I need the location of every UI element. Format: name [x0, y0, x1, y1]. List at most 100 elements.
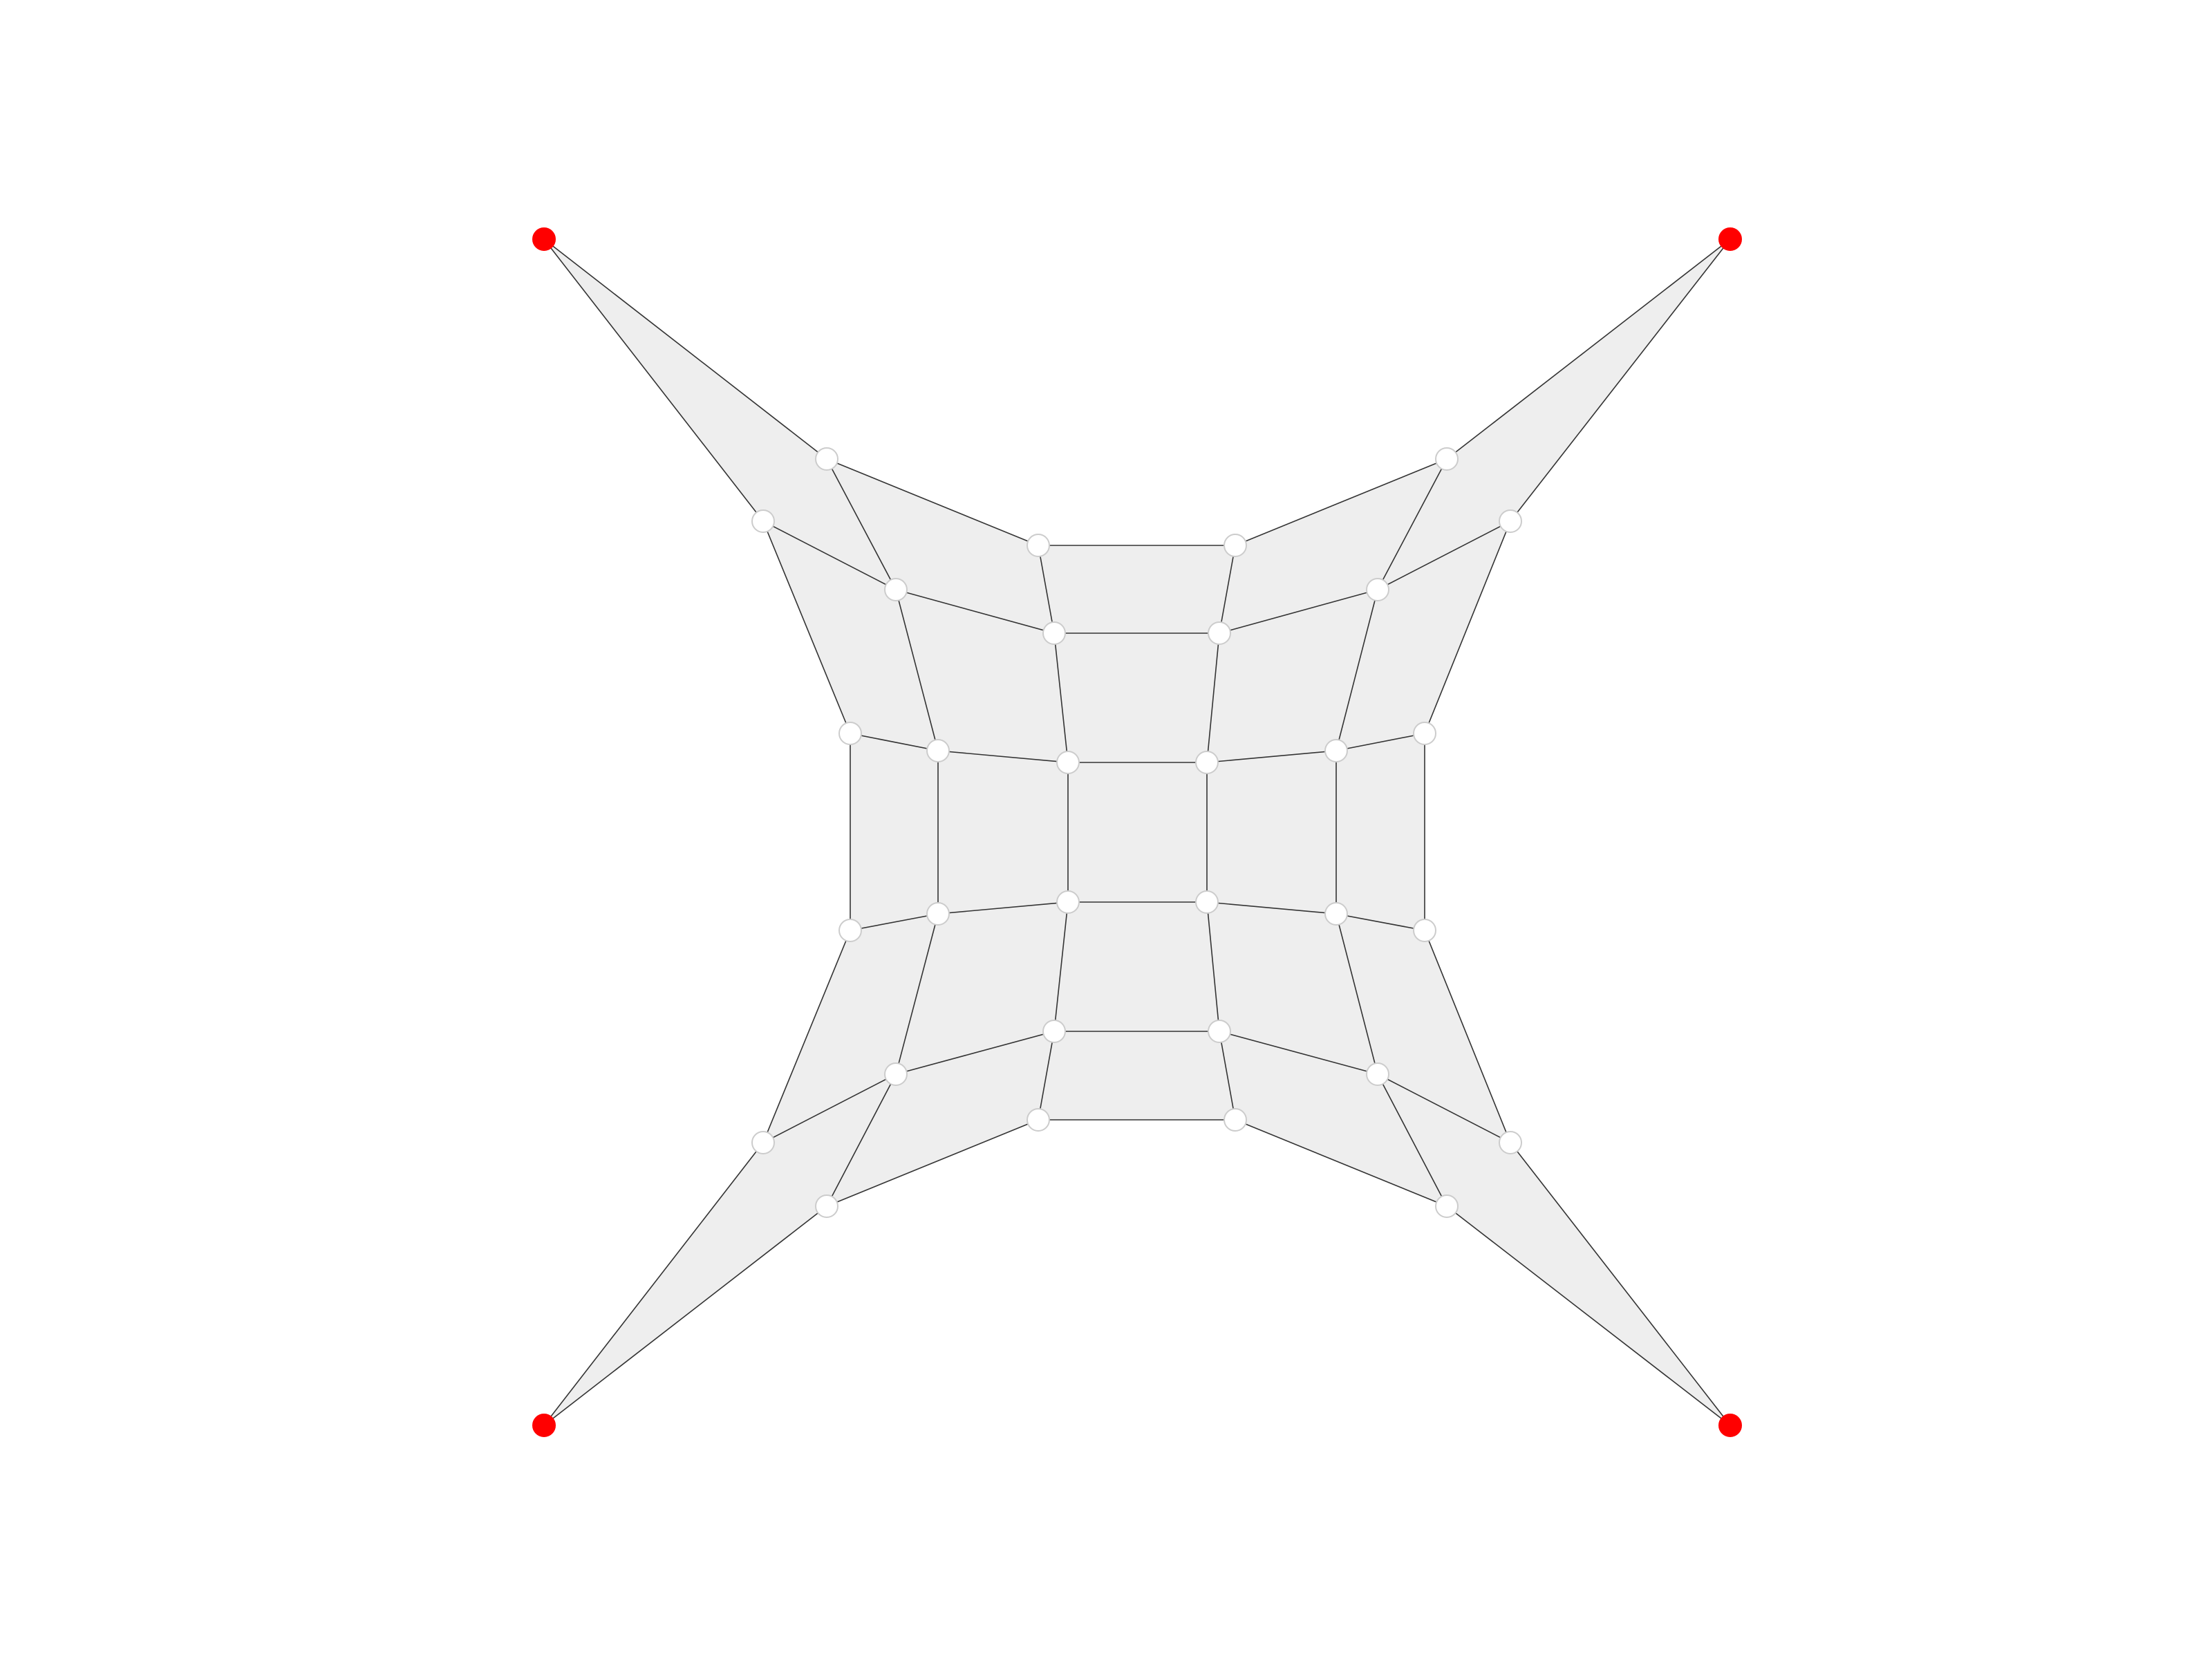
mesh-vertex[interactable] — [815, 447, 838, 471]
mesh-edge — [1219, 545, 1236, 634]
mesh-edge — [937, 901, 1069, 915]
mesh-vertex[interactable] — [1056, 751, 1080, 774]
mesh-edge — [1446, 1206, 1731, 1426]
mesh-vertex[interactable] — [884, 578, 908, 601]
mesh-vertex[interactable] — [1027, 1108, 1050, 1132]
mesh-edge — [826, 458, 897, 590]
mesh-edge — [543, 238, 764, 522]
mesh-vertex[interactable] — [1027, 534, 1050, 557]
mesh-edge — [1235, 458, 1447, 546]
mesh-vertex[interactable] — [1056, 890, 1080, 914]
anchor-vertex[interactable] — [1718, 227, 1742, 251]
mesh-face — [1067, 762, 1208, 903]
mesh-edge — [826, 1074, 897, 1207]
mesh-edge — [850, 733, 939, 751]
mesh-edge — [826, 1119, 1039, 1207]
mesh-face — [1038, 1031, 1236, 1121]
mesh-vertex[interactable] — [1435, 1194, 1459, 1218]
mesh-faces — [543, 238, 1731, 1426]
mesh-edge — [1206, 750, 1337, 763]
mesh-vertex[interactable] — [1499, 509, 1522, 533]
mesh-edge — [1219, 1031, 1378, 1075]
mesh-edge — [850, 913, 939, 931]
mesh-vertex[interactable] — [926, 739, 950, 762]
mesh-face — [1335, 733, 1425, 931]
mesh-edge — [826, 458, 1039, 546]
mesh-vertex[interactable] — [1366, 578, 1389, 601]
mesh-face — [1376, 238, 1731, 591]
mesh-vertex[interactable] — [926, 902, 950, 926]
mesh-edge — [1335, 733, 1425, 751]
mesh-edge — [895, 589, 939, 751]
mesh-face — [850, 733, 939, 931]
mesh-edge — [1377, 1074, 1511, 1143]
mesh-vertex[interactable] — [1413, 722, 1436, 745]
mesh-edge — [1038, 545, 1055, 634]
mesh-vertex[interactable] — [838, 919, 862, 942]
mesh-face — [1038, 545, 1236, 634]
mesh-edge — [762, 1074, 897, 1143]
mesh-edge — [1038, 1031, 1055, 1121]
mesh-face — [1206, 750, 1337, 915]
mesh-edge — [1053, 632, 1069, 763]
mesh-vertex[interactable] — [1195, 890, 1219, 914]
mesh-edge — [1206, 901, 1220, 1032]
anchor-vertex[interactable] — [1718, 1414, 1742, 1437]
mesh-face — [543, 238, 897, 591]
mesh-edge — [1510, 238, 1731, 522]
mesh-edge — [762, 521, 851, 734]
mesh-edge — [1377, 1074, 1447, 1207]
mesh-edge — [895, 1031, 1055, 1075]
mesh-vertices — [532, 227, 1742, 1437]
mesh-vertex[interactable] — [838, 722, 862, 745]
mesh-edge — [762, 930, 851, 1143]
mesh-edge — [1053, 901, 1069, 1032]
mesh-edges — [543, 238, 1731, 1426]
mesh-edge — [937, 750, 1069, 763]
mesh-edge — [1424, 930, 1511, 1143]
mesh-vertex[interactable] — [751, 509, 775, 533]
mesh-vertex[interactable] — [1324, 739, 1348, 762]
mesh-face — [1376, 1073, 1731, 1426]
mesh-edge — [543, 1142, 764, 1426]
mesh-face — [1053, 901, 1220, 1032]
mesh-vertex[interactable] — [1224, 534, 1247, 557]
mesh-vertex[interactable] — [751, 1131, 775, 1154]
mesh-edge — [895, 589, 1055, 634]
mesh-edge — [1206, 632, 1220, 763]
mesh-vertex[interactable] — [815, 1194, 838, 1218]
mesh-face — [543, 1073, 897, 1426]
mesh-vertex[interactable] — [1208, 621, 1231, 645]
mesh-face — [937, 750, 1069, 915]
mesh-vertex[interactable] — [884, 1062, 908, 1086]
mesh-vertex[interactable] — [1042, 621, 1066, 645]
mesh-edge — [1219, 589, 1378, 634]
mesh-edge — [1206, 901, 1337, 915]
mesh-vertex[interactable] — [1324, 902, 1348, 926]
mesh-edge — [1335, 589, 1378, 751]
mesh-edge — [1335, 913, 1425, 931]
mesh-edge — [1377, 521, 1511, 590]
mesh-edge — [1424, 521, 1511, 734]
anchor-vertex[interactable] — [532, 1414, 556, 1437]
mesh-vertex[interactable] — [1499, 1131, 1522, 1154]
mesh-edge — [1235, 1119, 1447, 1207]
mesh-edge — [762, 521, 897, 590]
mesh-vertex[interactable] — [1366, 1062, 1389, 1086]
mesh-vertex[interactable] — [1435, 447, 1459, 471]
mesh-vertex[interactable] — [1413, 919, 1436, 942]
anchor-vertex[interactable] — [532, 227, 556, 251]
mesh-edge — [895, 913, 939, 1075]
mesh-edge — [1377, 458, 1447, 590]
mesh-vertex[interactable] — [1224, 1108, 1247, 1132]
mesh-edge — [543, 238, 827, 460]
mesh-edge — [1446, 238, 1731, 460]
mesh-edge — [1335, 913, 1378, 1075]
mesh-edge — [1510, 1142, 1731, 1426]
mesh-face — [1053, 632, 1220, 763]
mesh-vertex[interactable] — [1208, 1020, 1231, 1043]
mesh-vertex[interactable] — [1195, 751, 1219, 774]
mesh-vertex[interactable] — [1042, 1020, 1066, 1043]
mesh-edge — [543, 1206, 827, 1426]
